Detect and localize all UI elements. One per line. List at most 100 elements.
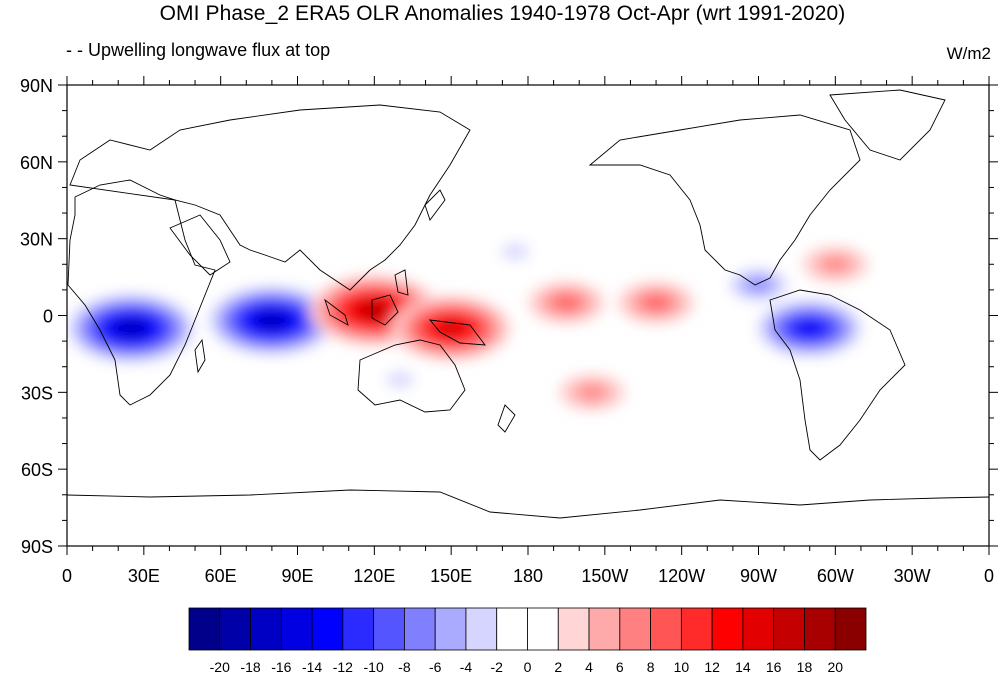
x-tick-label: 0 xyxy=(62,566,72,586)
colorbar-swatch xyxy=(404,607,436,651)
colorbar-swatch xyxy=(588,607,621,651)
colorbar-label: 18 xyxy=(797,659,813,675)
coastline-eurasia xyxy=(69,104,471,291)
colorbar-swatch xyxy=(619,607,651,651)
colorbar-label: -8 xyxy=(398,659,411,675)
axis-labels: 0 30E 60E 90E 120E 150E 180 150W 120W 90W 60W 30W 09… xyxy=(20,76,994,586)
anomaly-region xyxy=(580,386,604,399)
colorbar-label: -2 xyxy=(491,659,504,675)
colorbar-label: 16 xyxy=(766,659,782,675)
y-tick-label: 30N xyxy=(20,230,53,250)
y-tick-label: 0 xyxy=(43,307,53,327)
colorbar-swatch xyxy=(680,607,713,651)
colorbar-swatch xyxy=(496,607,528,651)
colorbar-label: -12 xyxy=(333,659,353,675)
colorbar-label: -14 xyxy=(302,659,322,675)
x-tick-label: 180 xyxy=(513,566,543,586)
x-tick-label: 150W xyxy=(581,566,628,586)
colorbar-label: 12 xyxy=(704,659,720,675)
coastline-japan xyxy=(424,189,446,221)
colorbar-swatch xyxy=(219,607,251,651)
colorbar-label: -18 xyxy=(240,659,260,675)
colorbar-swatch xyxy=(650,607,682,651)
y-tick-label: 90N xyxy=(20,76,53,96)
anomaly-region xyxy=(556,297,577,308)
coastline-madagascar xyxy=(194,338,206,374)
colorbar-swatch xyxy=(280,607,313,651)
x-tick-label: 150E xyxy=(430,566,472,586)
colorbar-swatch xyxy=(557,607,590,651)
colorbar-swatch xyxy=(465,607,498,651)
anomaly-region xyxy=(479,507,526,534)
anomaly-region xyxy=(443,324,459,333)
variable-subtitle: - - Upwelling longwave flux at top xyxy=(66,40,331,60)
x-tick-label: 120W xyxy=(658,566,705,586)
colorbar-swatch xyxy=(311,607,344,651)
anomaly-region xyxy=(824,258,847,271)
anomaly-region xyxy=(385,371,415,388)
y-tick-label: 30S xyxy=(21,383,53,403)
colorbar: -20 -18 -16 -14 -12 -10 -8 -6 -4 -2 0 2 4 6 8 10 12 14 16 1… xyxy=(188,607,867,675)
units-label: W/m2 xyxy=(946,44,991,63)
anomaly-region xyxy=(504,85,552,111)
anomaly-region xyxy=(748,279,769,291)
colorbar-swatch xyxy=(773,607,805,651)
colorbar-label: -6 xyxy=(429,659,442,675)
colorbar-label: -16 xyxy=(271,659,291,675)
coastline-south-america xyxy=(769,289,906,461)
x-tick-label: 30E xyxy=(128,566,160,586)
colorbar-swatch xyxy=(373,607,405,651)
page-title: OMI Phase_2 ERA5 OLR Anomalies 1940-1978… xyxy=(159,2,846,25)
colorbar-swatch xyxy=(711,607,744,651)
colorbar-swatch xyxy=(188,607,221,651)
coastline-sumatra xyxy=(324,298,349,326)
colorbar-label: 0 xyxy=(524,659,532,675)
coastline-philippines xyxy=(394,269,409,296)
coastline-arabia xyxy=(169,214,231,276)
x-tick-label: 60W xyxy=(817,566,854,586)
anomaly-region xyxy=(646,297,666,308)
colorbar-swatch xyxy=(342,607,375,651)
colorbar-label: 10 xyxy=(674,659,690,675)
anomaly-region xyxy=(500,243,530,260)
colorbar-swatch xyxy=(742,607,775,651)
axis-ticks xyxy=(58,76,998,555)
anomaly-region xyxy=(264,316,279,325)
coastline-borneo xyxy=(371,294,399,326)
colorbar-label: 6 xyxy=(616,659,624,675)
colorbar-swatch xyxy=(434,607,467,651)
colorbar-label: 4 xyxy=(585,659,593,675)
coastline-newzealand xyxy=(497,404,516,433)
colorbar-swatch xyxy=(250,607,282,651)
anomaly-region xyxy=(124,324,139,333)
colorbar-label: 14 xyxy=(735,659,751,675)
colorbar-label: 2 xyxy=(554,659,562,675)
colorbar-swatch xyxy=(834,607,867,651)
y-tick-label: 90S xyxy=(21,537,53,557)
coastlines xyxy=(67,89,989,519)
colorbar-label: -10 xyxy=(364,659,384,675)
x-tick-label: 30W xyxy=(894,566,931,586)
x-tick-label: 120E xyxy=(353,566,395,586)
colorbar-swatch xyxy=(527,607,559,651)
anomaly-region xyxy=(802,324,818,333)
coastline-north-america xyxy=(588,114,861,286)
anomaly-region xyxy=(367,306,382,315)
colorbar-swatch xyxy=(804,607,836,651)
y-tick-label: 60S xyxy=(21,460,53,480)
coastline-africa xyxy=(67,179,216,406)
colorbar-label: 8 xyxy=(647,659,655,675)
coastline-greenland xyxy=(829,89,946,161)
x-tick-label: 0 xyxy=(984,566,994,586)
x-tick-label: 60E xyxy=(205,566,237,586)
y-tick-label: 60N xyxy=(20,153,53,173)
coastline-australia xyxy=(357,339,466,413)
coastline-newguinea xyxy=(428,319,486,346)
colorbar-label: -4 xyxy=(460,659,473,675)
x-tick-label: 90E xyxy=(281,566,313,586)
olr-anomaly-field xyxy=(67,85,870,534)
x-tick-label: 90W xyxy=(740,566,777,586)
colorbar-label: 20 xyxy=(827,659,843,675)
colorbar-label: -20 xyxy=(210,659,230,675)
